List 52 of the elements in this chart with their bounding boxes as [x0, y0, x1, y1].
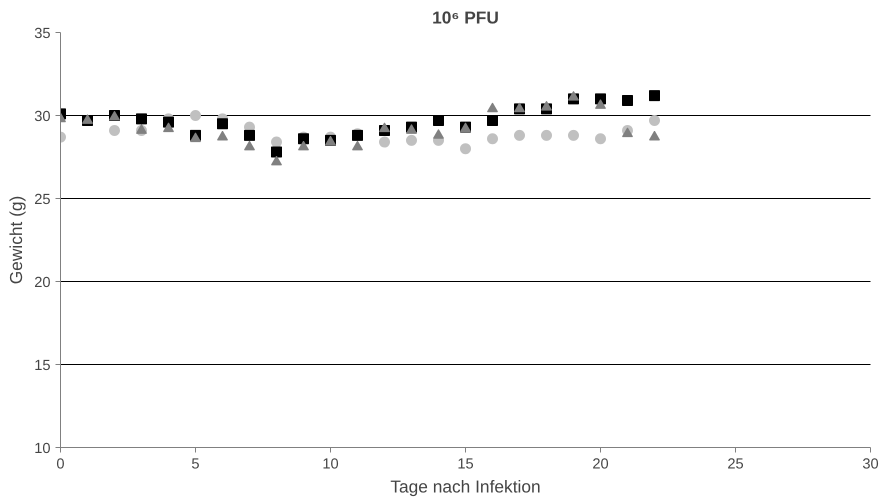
point — [622, 95, 633, 106]
point — [190, 110, 201, 121]
point — [541, 130, 552, 141]
point — [217, 118, 228, 130]
point — [433, 129, 444, 139]
y-tick-label: 30 — [34, 109, 51, 125]
point — [433, 114, 444, 126]
point — [244, 140, 255, 150]
point — [487, 102, 498, 112]
x-axis-title: Tage nach Infektion — [390, 476, 541, 496]
point — [649, 114, 660, 126]
chart-title: 10⁶ PFU — [432, 8, 499, 28]
point — [595, 99, 606, 109]
point — [379, 136, 390, 148]
point — [541, 100, 552, 111]
point — [379, 122, 390, 132]
point — [217, 130, 228, 140]
point — [514, 130, 525, 141]
x-tick-label: 30 — [862, 456, 879, 472]
point — [136, 113, 147, 124]
point — [568, 90, 579, 101]
point — [595, 133, 606, 144]
y-tick-label: 20 — [34, 275, 51, 291]
x-tick-label: 0 — [56, 456, 65, 472]
x-tick-label: 5 — [191, 456, 200, 472]
y-tick-label: 10 — [34, 441, 51, 457]
point — [487, 114, 498, 126]
point — [109, 124, 120, 136]
x-tick-label: 10 — [322, 456, 339, 472]
point — [190, 132, 201, 142]
y-tick-label: 25 — [34, 192, 51, 208]
point — [406, 134, 417, 146]
y-tick-label: 15 — [34, 358, 51, 374]
point — [649, 130, 660, 140]
point — [163, 122, 174, 132]
point — [352, 140, 363, 150]
point — [271, 136, 282, 148]
point — [622, 127, 633, 138]
point — [271, 156, 282, 166]
point — [298, 140, 309, 150]
point — [460, 143, 471, 154]
point — [406, 124, 417, 134]
x-tick-label: 25 — [727, 456, 744, 472]
point — [568, 130, 579, 141]
x-tick-label: 20 — [592, 456, 609, 472]
point — [244, 130, 255, 141]
y-tick-label: 35 — [34, 26, 51, 42]
point — [649, 90, 660, 102]
point — [487, 133, 498, 144]
x-tick-label: 15 — [457, 456, 474, 472]
y-axis-title: Gewicht (g) — [6, 196, 26, 284]
point — [271, 146, 282, 158]
